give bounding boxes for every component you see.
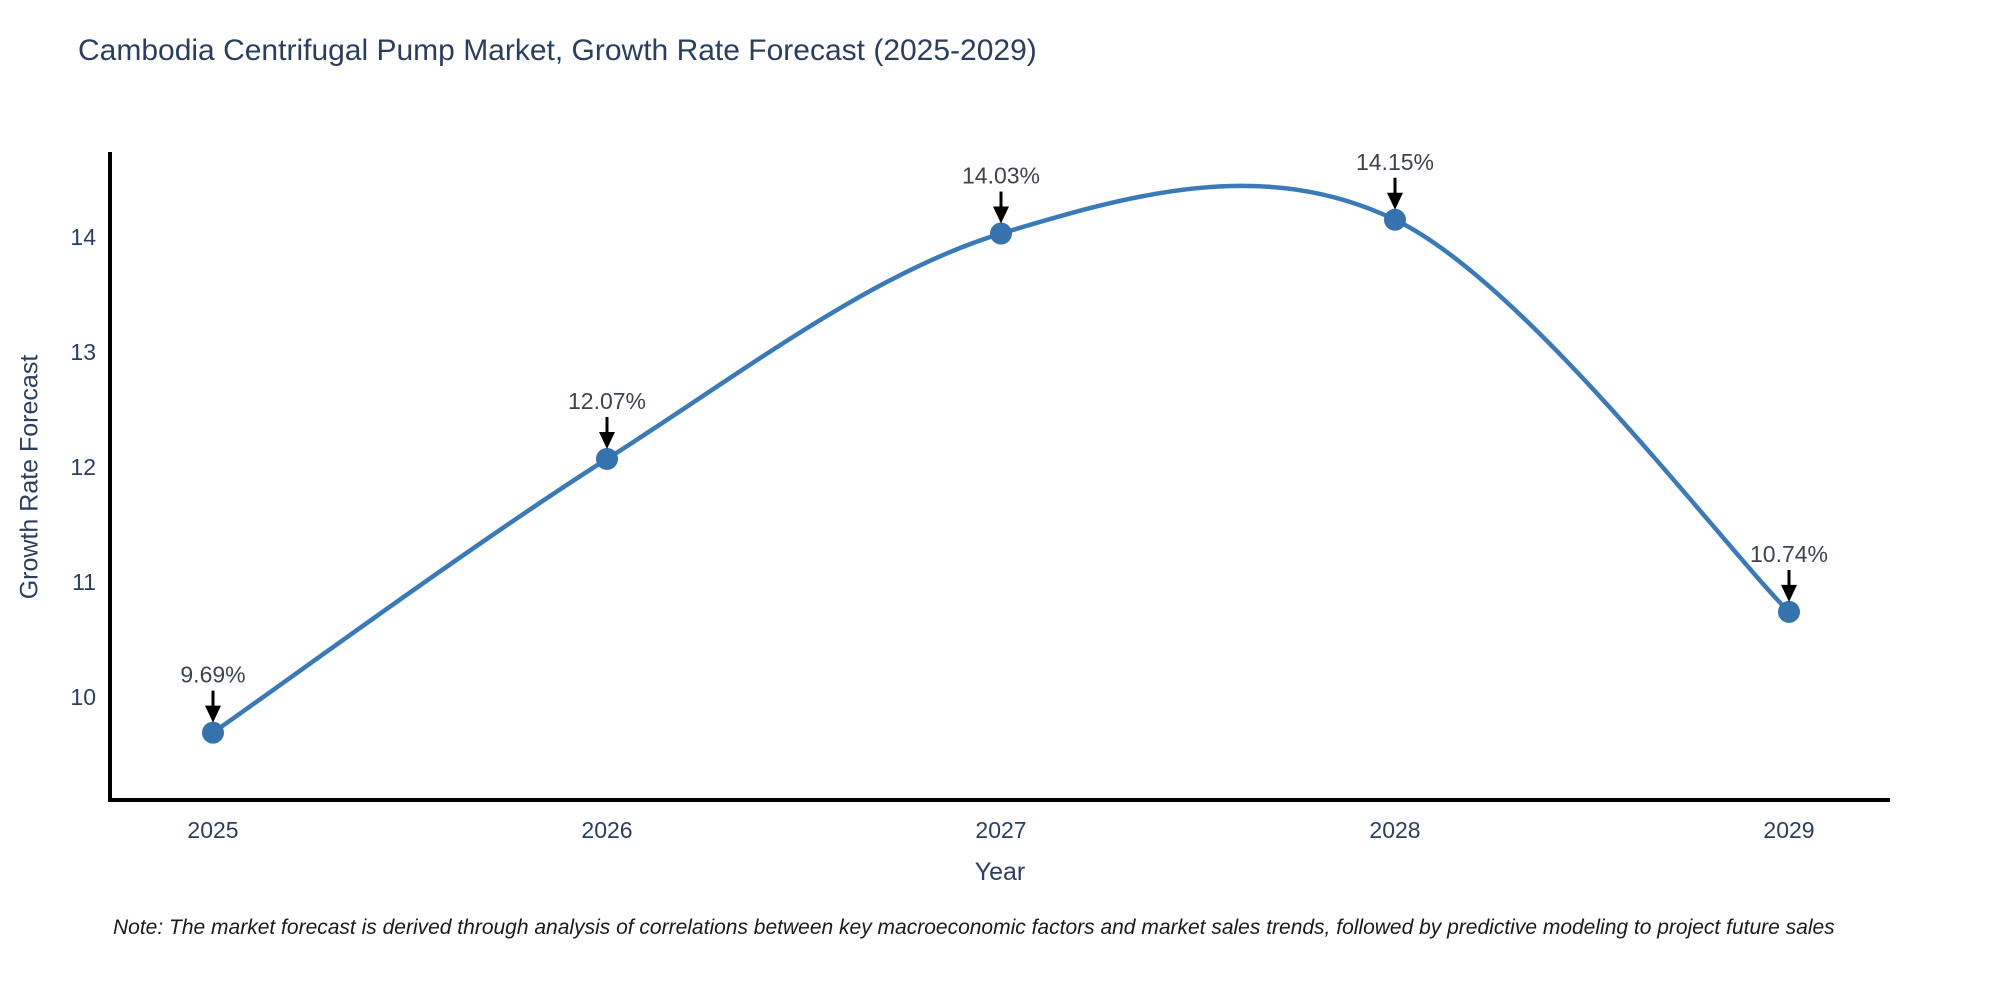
x-tick-label: 2026 [581,817,632,843]
x-tick-label: 2025 [187,817,238,843]
data-point-marker [202,721,224,744]
annotation-arrowhead [1387,192,1403,210]
annotation-arrowhead [993,206,1009,224]
y-tick-label: 11 [72,569,96,595]
data-point-label: 10.74% [1750,541,1828,567]
chart-title: Cambodia Centrifugal Pump Market, Growth… [78,34,1037,67]
x-axis-title: Year [974,858,1026,886]
y-tick-label: 12 [70,454,96,480]
data-point-marker [1778,600,1800,623]
data-point-marker [990,222,1012,245]
data-point-label: 14.15% [1356,149,1434,175]
y-tick-label: 14 [70,224,96,250]
y-tick-label: 10 [70,684,96,710]
data-point-label: 9.69% [180,662,245,688]
y-tick-label: 13 [70,339,96,365]
annotation-arrowhead [599,431,615,449]
footnote: Note: The market forecast is derived thr… [113,916,1835,939]
data-point-label: 14.03% [962,163,1040,189]
x-tick-label: 2027 [975,817,1026,843]
data-point-label: 12.07% [568,388,646,414]
line-series [211,183,1791,735]
data-point-marker [1384,208,1406,231]
annotation-arrowhead [205,705,221,723]
x-tick-label: 2029 [1763,817,1814,843]
annotation-arrowhead [1781,584,1797,602]
x-tick-label: 2028 [1369,817,1420,843]
data-point-marker [596,447,618,470]
